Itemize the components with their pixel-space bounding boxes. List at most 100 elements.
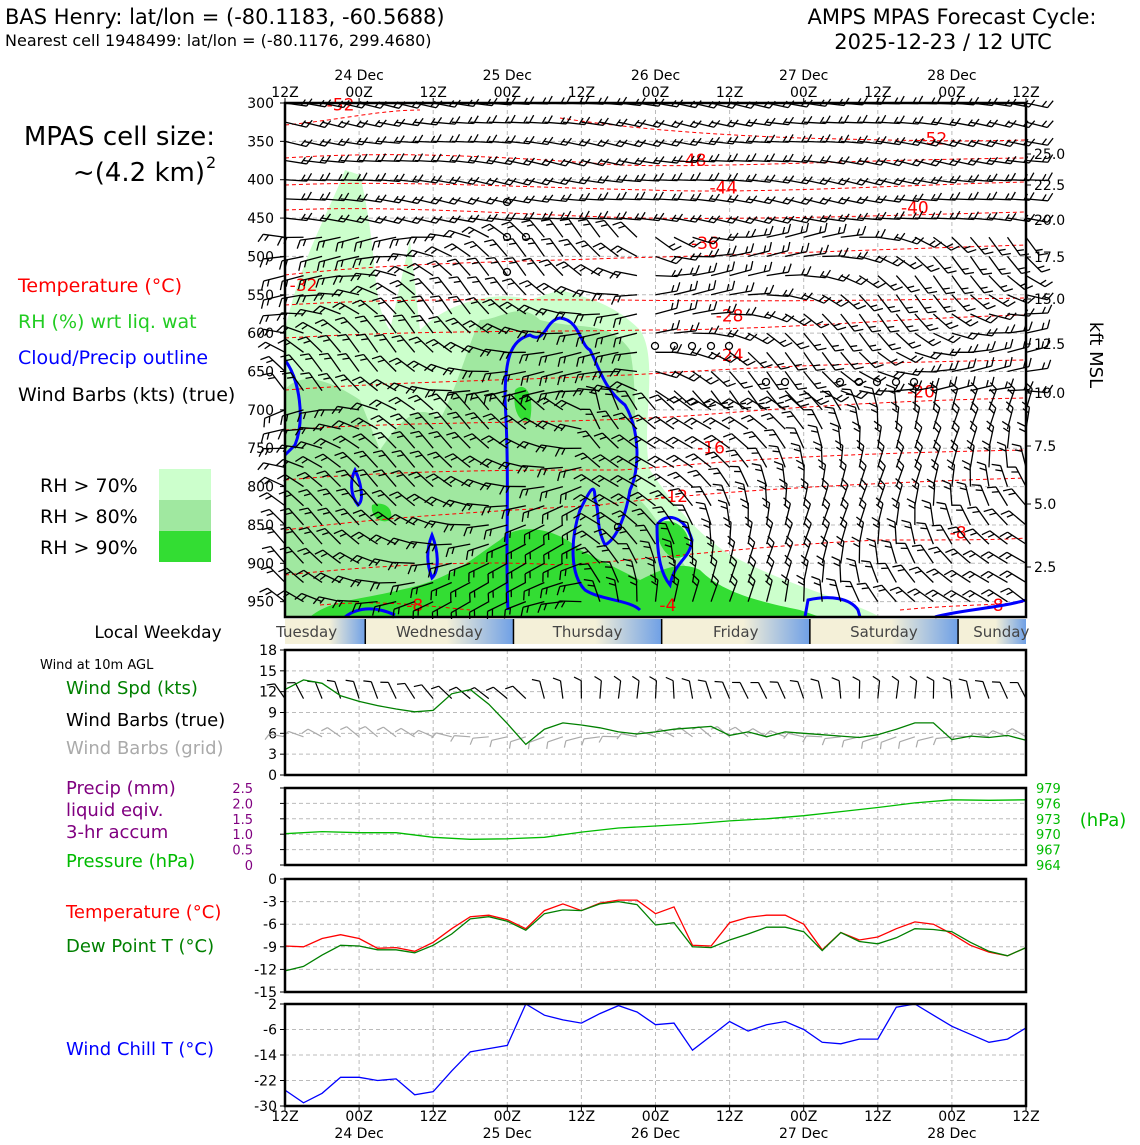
dew-legend: Dew Point T (°C)	[66, 936, 214, 957]
sfc-barb-true	[666, 677, 674, 698]
wind-barb	[1026, 276, 1053, 287]
sfc-barb-true	[414, 685, 433, 699]
wind-barb-flag	[565, 569, 566, 576]
sfc-barb-true-shaft	[388, 682, 396, 698]
sfc-barb-grid-flag	[933, 739, 935, 746]
kft-tick-label: 12.5	[1034, 337, 1065, 353]
top-time-label: 00Z	[938, 85, 965, 101]
cell-size-line1: MPAS cell size:	[24, 122, 215, 152]
top-time-label: 00Z	[494, 85, 521, 101]
panel-ytick-label: -14	[254, 1048, 277, 1064]
sfc-barb-grid-shaft	[492, 737, 508, 741]
wind-barb-flag	[1040, 280, 1046, 284]
wind-barb-flag	[1045, 282, 1053, 287]
wind-barb-flag	[510, 608, 511, 615]
sfc-barb-true-shaft	[540, 681, 545, 698]
wind-barb-flag	[276, 326, 283, 332]
sfc-barb-true-shaft	[673, 681, 674, 699]
pressure-tick-label: 450	[247, 211, 274, 227]
sfc-barb-true-shaft	[354, 681, 360, 698]
wind-barb-shaft	[804, 465, 805, 487]
wind-barb-flag	[769, 434, 776, 435]
wind-barb-shaft	[821, 445, 822, 467]
sfc-barb-true	[992, 682, 1007, 699]
sfc-barb-grid	[395, 728, 415, 736]
top-time-label: 00Z	[790, 85, 817, 101]
sfc-barb-grid-shaft	[548, 737, 563, 742]
sfc-barb-true-flag	[959, 679, 967, 681]
precip-tick-label: 0	[245, 859, 253, 874]
wind-barb-flag	[1029, 308, 1034, 316]
wind-barb-shaft	[1026, 368, 1048, 371]
sfc-barb-grid-shaft	[328, 728, 341, 737]
wind-panel-title: Wind at 10m AGL	[40, 658, 154, 673]
wind-barb-flag	[277, 591, 285, 596]
sfc-barb-grid-flag	[822, 739, 824, 746]
wind-barb-flag	[640, 530, 647, 531]
wind-barb-flag	[264, 464, 268, 469]
wind-barb-flag	[825, 396, 832, 397]
top-time-label: 00Z	[345, 85, 372, 101]
wind-barb-flag	[1042, 269, 1051, 272]
wind-barb-flag	[1047, 121, 1053, 128]
sfc-barb-true	[532, 680, 544, 699]
sfc-barb-grid-shaft	[584, 737, 600, 739]
sfc-barb-true	[811, 679, 823, 699]
sfc-barb-true-flag	[449, 687, 456, 690]
wind-barb-flag	[1042, 194, 1046, 200]
sfc-barb-true-shaft	[818, 681, 822, 699]
panel-ytick-label: -6	[263, 1023, 277, 1039]
wind-barb-flag	[278, 431, 281, 439]
sfc-barb-grid-flag	[302, 729, 308, 733]
cycle-time: 2025-12-23 / 12 UTC	[834, 30, 1052, 54]
sfc-barb-true-flag	[943, 678, 950, 681]
wind-barb-flag	[691, 487, 700, 488]
sfc-barb-true-shaft	[798, 682, 804, 699]
precip-legend-line1: Precip (mm)	[66, 778, 176, 799]
sfc-barb-grid	[283, 731, 303, 736]
sfc-barb-true	[1010, 683, 1026, 699]
panel-ytick-label: -6	[263, 917, 277, 933]
sfc-barb-true-shaft	[295, 683, 303, 699]
wind-barb-flag	[278, 238, 282, 246]
wind-barb-flag	[601, 562, 610, 563]
weekday-name: Sunday	[973, 623, 1029, 641]
kft-tick-label: 25.0	[1034, 147, 1065, 163]
sfc-barb-true-shaft	[561, 681, 563, 699]
panel-ytick-label: -12	[254, 962, 277, 978]
top-date-label: 24 Dec	[334, 68, 383, 84]
weekday-label: Local Weekday	[94, 623, 221, 643]
wind-barb-flag	[862, 588, 869, 589]
precip-tick-label: 0.5	[232, 844, 253, 859]
sfc-barb-true-shaft	[618, 681, 620, 699]
sfc-barb-grid	[564, 737, 581, 748]
sfc-barb-true-flag	[327, 680, 335, 681]
pressure-unit: (hPa)	[1080, 810, 1127, 831]
wind-barb-shaft	[636, 580, 637, 602]
sfc-barb-true-flag	[698, 680, 706, 681]
sfc-barb-true	[505, 686, 526, 698]
wind-barb-flag	[932, 525, 941, 526]
wind-barb-flag	[510, 531, 511, 538]
panel-ytick-label: 2	[268, 997, 277, 1013]
sfc-barb-grid-flag	[582, 739, 584, 746]
panel-ytick-label: 0	[268, 872, 277, 888]
sfc-barb-grid-shaft	[473, 737, 489, 738]
wind-barb-flag	[1042, 323, 1044, 330]
sfc-barb-grid-shaft	[1012, 729, 1026, 737]
sfc-barb-grid	[528, 737, 544, 749]
sfc-barb-true	[363, 681, 377, 699]
wind-barb-shaft	[559, 601, 581, 602]
wind-barb-flag	[621, 396, 628, 397]
wind-barb-flag	[605, 394, 612, 395]
sfc-barb-true-flag	[632, 676, 639, 680]
sfc-barb-grid-shaft	[383, 727, 396, 737]
sfc-barb-grid	[451, 736, 471, 742]
wind-barb-flag	[1048, 101, 1054, 108]
sfc-barb-true-shaft	[335, 682, 341, 699]
sfc-barb-grid-shaft	[365, 727, 377, 737]
sfc-barb-grid	[582, 737, 600, 746]
sfc-barb-true-shaft	[689, 681, 692, 699]
